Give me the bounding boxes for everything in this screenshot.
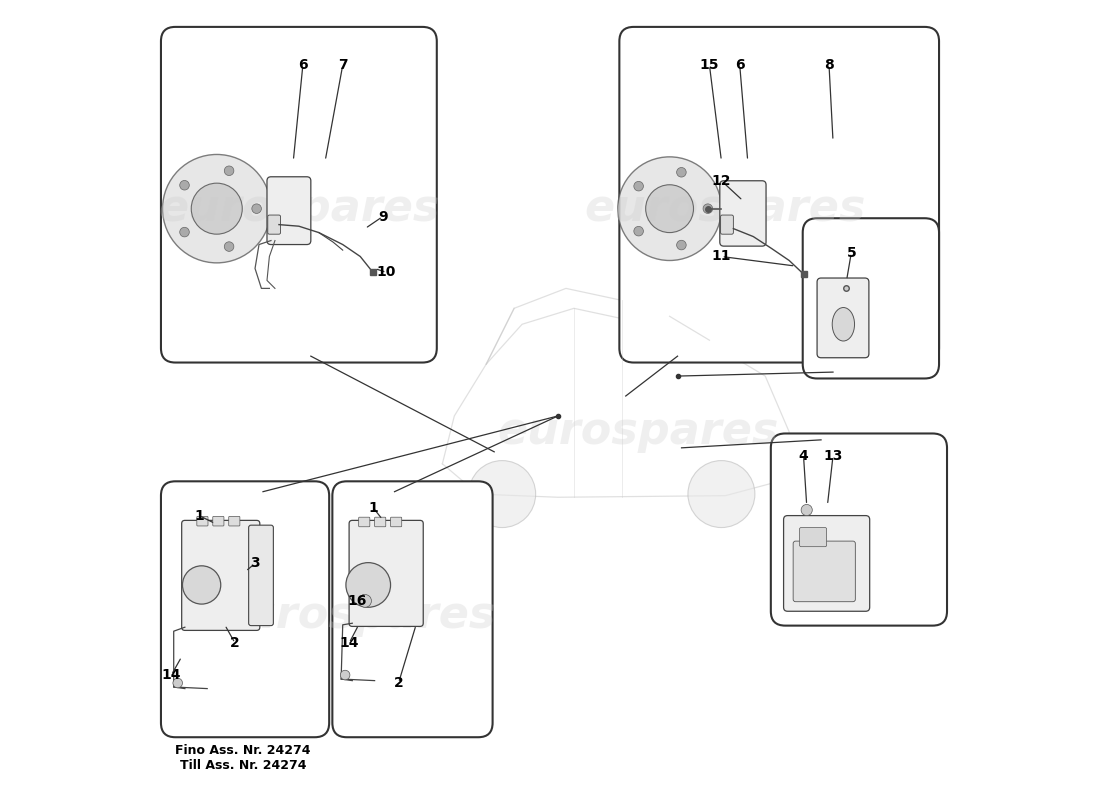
FancyBboxPatch shape: [212, 516, 224, 526]
Text: eurospares: eurospares: [158, 187, 440, 230]
Circle shape: [224, 166, 234, 175]
Text: eurospares: eurospares: [585, 187, 866, 230]
FancyBboxPatch shape: [229, 516, 240, 526]
Circle shape: [163, 154, 271, 263]
Text: 12: 12: [712, 174, 732, 188]
Circle shape: [179, 181, 189, 190]
Circle shape: [345, 562, 390, 607]
Text: 3: 3: [250, 557, 260, 570]
Circle shape: [179, 227, 189, 237]
Circle shape: [340, 670, 350, 680]
Circle shape: [183, 566, 221, 604]
FancyBboxPatch shape: [349, 520, 424, 626]
Text: 2: 2: [230, 636, 240, 650]
Circle shape: [191, 183, 242, 234]
Text: 16: 16: [348, 594, 366, 608]
FancyBboxPatch shape: [375, 517, 386, 526]
Circle shape: [703, 204, 713, 214]
Text: Fino Ass. Nr. 24274
Till Ass. Nr. 24274: Fino Ass. Nr. 24274 Till Ass. Nr. 24274: [175, 744, 311, 772]
Ellipse shape: [833, 307, 855, 341]
FancyBboxPatch shape: [390, 517, 402, 526]
Circle shape: [801, 505, 812, 515]
FancyBboxPatch shape: [161, 27, 437, 362]
FancyBboxPatch shape: [249, 525, 274, 626]
FancyBboxPatch shape: [267, 215, 280, 234]
Text: 1: 1: [368, 501, 378, 514]
FancyBboxPatch shape: [720, 215, 734, 234]
Circle shape: [618, 157, 722, 261]
Circle shape: [676, 167, 686, 177]
Circle shape: [252, 204, 262, 214]
FancyBboxPatch shape: [800, 527, 826, 546]
FancyBboxPatch shape: [803, 218, 939, 378]
Text: 10: 10: [377, 266, 396, 279]
Circle shape: [634, 182, 643, 191]
Text: 13: 13: [823, 449, 843, 463]
Text: 14: 14: [339, 636, 359, 650]
Text: eurospares: eurospares: [497, 410, 779, 454]
Circle shape: [634, 226, 643, 236]
Text: eurospares: eurospares: [214, 594, 495, 637]
Text: 5: 5: [847, 246, 856, 259]
FancyBboxPatch shape: [359, 517, 370, 526]
Text: 6: 6: [735, 58, 745, 72]
Text: 7: 7: [338, 58, 348, 72]
Circle shape: [676, 240, 686, 250]
Text: 14: 14: [162, 668, 182, 682]
Circle shape: [224, 242, 234, 251]
FancyBboxPatch shape: [817, 278, 869, 358]
FancyBboxPatch shape: [783, 515, 870, 611]
Text: 2: 2: [394, 676, 404, 690]
FancyBboxPatch shape: [197, 516, 208, 526]
Circle shape: [359, 594, 372, 607]
Text: 11: 11: [712, 250, 732, 263]
Text: 4: 4: [799, 449, 808, 463]
FancyBboxPatch shape: [619, 27, 939, 362]
FancyBboxPatch shape: [719, 181, 766, 246]
Text: 15: 15: [700, 58, 719, 72]
Text: 1: 1: [195, 509, 205, 522]
Text: 6: 6: [298, 58, 308, 72]
FancyBboxPatch shape: [182, 520, 260, 630]
Circle shape: [469, 461, 536, 527]
Circle shape: [688, 461, 755, 527]
Text: 8: 8: [824, 58, 834, 72]
FancyBboxPatch shape: [771, 434, 947, 626]
Circle shape: [173, 678, 183, 688]
FancyBboxPatch shape: [267, 177, 311, 245]
FancyBboxPatch shape: [161, 482, 329, 738]
FancyBboxPatch shape: [332, 482, 493, 738]
FancyBboxPatch shape: [793, 541, 856, 602]
Circle shape: [646, 185, 693, 233]
Text: 9: 9: [377, 210, 387, 224]
